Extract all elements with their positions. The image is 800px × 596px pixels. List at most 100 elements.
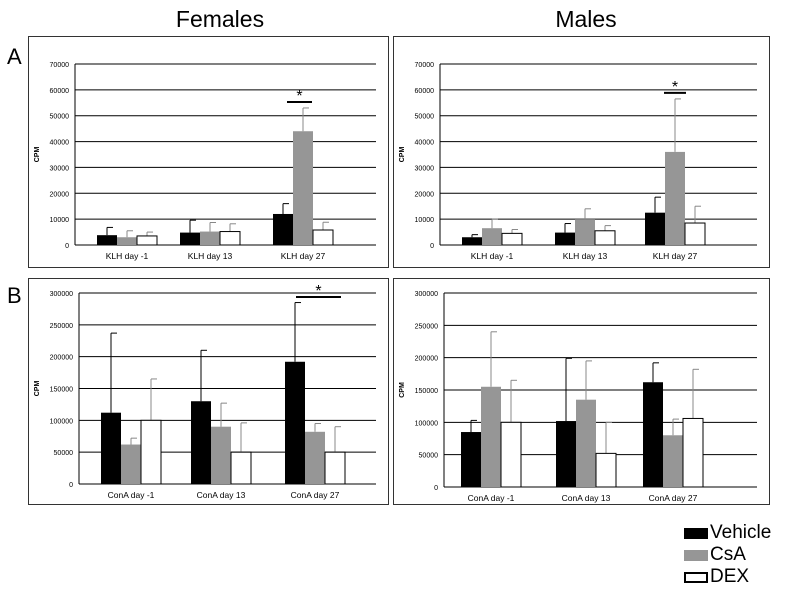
y-tick-label: 0	[430, 243, 434, 250]
bar-csa	[663, 435, 683, 487]
y-tick-label: 250000	[50, 323, 73, 330]
y-tick-label: 60000	[415, 88, 435, 95]
bar-vehicle	[461, 432, 481, 487]
bar-vehicle	[643, 382, 663, 487]
bar-vehicle	[273, 213, 293, 245]
y-tick-label: 70000	[415, 62, 435, 69]
y-tick-label: 30000	[415, 165, 435, 172]
y-axis-label: CPM	[399, 147, 406, 163]
bar-csa	[211, 426, 231, 484]
y-tick-label: 40000	[415, 140, 435, 147]
y-tick-label: 20000	[415, 191, 435, 198]
bar-csa	[576, 399, 596, 487]
x-tick-label: KLH day -1	[471, 251, 514, 261]
bar-vehicle	[101, 412, 121, 484]
y-tick-label: 70000	[50, 62, 70, 69]
legend-label-csa: CsA	[710, 544, 746, 565]
bar-dex	[595, 452, 617, 488]
bar-csa	[293, 131, 313, 245]
chart-b-males: 0 50000 100000 150000 200000 250000 300000 CPM C…	[399, 291, 757, 503]
legend: Vehicle CsA DEX	[684, 522, 771, 588]
legend-swatch-dex	[684, 571, 708, 583]
x-tick-label: KLH day 13	[188, 251, 233, 261]
chart-a-females: 0 10000 20000 30000 40000 50000 60000 70000 CPM K…	[34, 62, 376, 261]
y-tick-label: 10000	[50, 217, 70, 224]
y-tick-label: 0	[69, 482, 73, 489]
legend-label-dex: DEX	[710, 566, 750, 587]
y-tick-label: 100000	[415, 420, 438, 427]
bar-vehicle	[462, 237, 482, 245]
bar-dex	[230, 451, 252, 485]
y-tick-label: 60000	[50, 88, 70, 95]
bar-vehicle	[97, 235, 117, 245]
chart-b-females: 0 50000 100000 150000 200000 250000 300000 CPM C…	[34, 283, 376, 500]
bar-vehicle	[191, 401, 211, 484]
bar-dex	[312, 229, 334, 246]
bar-dex	[594, 230, 616, 246]
y-tick-label: 150000	[415, 388, 438, 395]
y-tick-label: 200000	[415, 356, 438, 363]
legend-item-vehicle: Vehicle	[684, 522, 771, 544]
bar-csa	[305, 431, 325, 484]
legend-item-csa: CsA	[684, 544, 771, 566]
y-tick-label: 20000	[50, 191, 70, 198]
y-tick-label: 200000	[50, 355, 73, 362]
chart-panel-a-males: 0 10000 20000 30000 40000 50000 60000 70000 CPM K…	[393, 36, 770, 268]
y-axis-label: CPM	[399, 382, 406, 398]
y-tick-label: 50000	[50, 114, 70, 121]
bar-csa	[482, 228, 502, 245]
row-label-b: B	[7, 283, 22, 308]
significance-star: *	[315, 283, 321, 300]
chart-panel-a-females: 0 10000 20000 30000 40000 50000 60000 70000 CPM K…	[28, 36, 389, 268]
chart-a-males: 0 10000 20000 30000 40000 50000 60000 70000 CPM K…	[399, 62, 757, 261]
legend-swatch-csa	[684, 549, 708, 561]
bar-dex	[500, 421, 522, 488]
bar-csa	[575, 219, 595, 245]
bar-csa	[117, 237, 137, 245]
y-axis-label: CPM	[34, 381, 41, 397]
y-tick-label: 50000	[419, 453, 439, 460]
bar-vehicle	[556, 421, 576, 487]
chart-panel-b-males: 0 50000 100000 150000 200000 250000 300000 CPM C…	[393, 278, 770, 505]
legend-label-vehicle: Vehicle	[710, 522, 772, 543]
x-tick-label: ConA day -1	[468, 493, 515, 503]
x-tick-label: KLH day 27	[281, 251, 326, 261]
bar-dex	[136, 235, 158, 246]
legend-swatch-vehicle	[684, 527, 708, 539]
y-tick-label: 100000	[50, 418, 73, 425]
y-tick-label: 50000	[415, 114, 435, 121]
bar-dex	[324, 451, 346, 485]
females-title: Females	[175, 6, 265, 32]
y-tick-label: 10000	[415, 217, 435, 224]
y-tick-label: 30000	[50, 165, 70, 172]
bar-dex	[140, 419, 162, 485]
significance-star: *	[672, 79, 678, 96]
bar-vehicle	[285, 361, 305, 484]
y-tick-label: 40000	[50, 140, 70, 147]
x-tick-label: ConA day 13	[562, 493, 611, 503]
y-tick-label: 50000	[54, 450, 74, 457]
males-title: Males	[555, 6, 617, 32]
x-tick-label: ConA day 13	[197, 490, 246, 500]
bar-csa	[121, 444, 141, 484]
x-tick-label: ConA day 27	[649, 493, 698, 503]
bar-vehicle	[555, 232, 575, 245]
chart-panel-b-females: 0 50000 100000 150000 200000 250000 300000 CPM C…	[28, 278, 389, 505]
x-tick-label: KLH day 13	[563, 251, 608, 261]
y-tick-label: 0	[65, 243, 69, 250]
bar-dex	[682, 417, 704, 488]
bar-vehicle	[180, 232, 200, 245]
bar-vehicle	[645, 212, 665, 245]
bar-dex	[501, 232, 523, 246]
x-tick-label: ConA day 27	[291, 490, 340, 500]
y-tick-label: 300000	[415, 291, 438, 298]
bar-csa	[665, 151, 685, 245]
y-tick-label: 300000	[50, 291, 73, 298]
y-tick-label: 150000	[50, 387, 73, 394]
legend-item-dex: DEX	[684, 566, 771, 588]
bar-csa	[200, 231, 220, 245]
bar-csa	[481, 386, 501, 487]
y-tick-label: 250000	[415, 323, 438, 330]
bar-dex	[684, 222, 706, 246]
y-tick-label: 0	[434, 485, 438, 492]
